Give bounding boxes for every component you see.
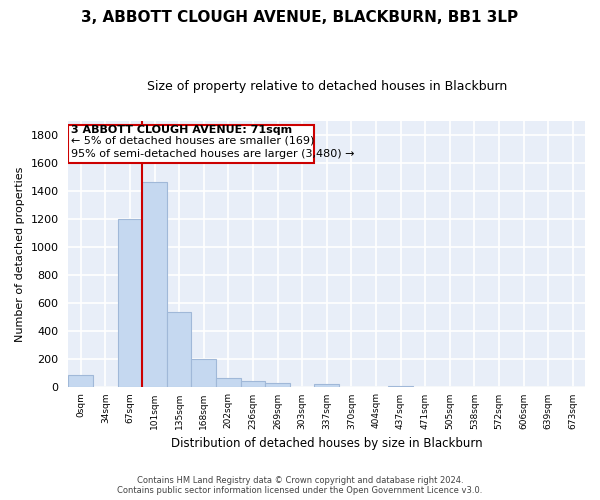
Text: 95% of semi-detached houses are larger (3,480) →: 95% of semi-detached houses are larger (… xyxy=(71,148,355,158)
Bar xyxy=(167,312,191,388)
Bar xyxy=(241,380,265,388)
Text: 3, ABBOTT CLOUGH AVENUE, BLACKBURN, BB1 3LP: 3, ABBOTT CLOUGH AVENUE, BLACKBURN, BB1 … xyxy=(82,10,518,25)
Bar xyxy=(388,386,413,388)
Bar xyxy=(216,378,241,388)
Text: 3 ABBOTT CLOUGH AVENUE: 71sqm: 3 ABBOTT CLOUGH AVENUE: 71sqm xyxy=(71,126,292,136)
Bar xyxy=(314,384,339,388)
Bar xyxy=(191,358,216,388)
Text: Contains HM Land Registry data © Crown copyright and database right 2024.
Contai: Contains HM Land Registry data © Crown c… xyxy=(118,476,482,495)
FancyBboxPatch shape xyxy=(68,125,314,164)
Y-axis label: Number of detached properties: Number of detached properties xyxy=(15,166,25,342)
Bar xyxy=(68,375,93,388)
Bar xyxy=(142,182,167,388)
Bar xyxy=(118,219,142,388)
Bar xyxy=(265,383,290,388)
Text: ← 5% of detached houses are smaller (169): ← 5% of detached houses are smaller (169… xyxy=(71,136,314,146)
Title: Size of property relative to detached houses in Blackburn: Size of property relative to detached ho… xyxy=(146,80,507,93)
X-axis label: Distribution of detached houses by size in Blackburn: Distribution of detached houses by size … xyxy=(171,437,482,450)
